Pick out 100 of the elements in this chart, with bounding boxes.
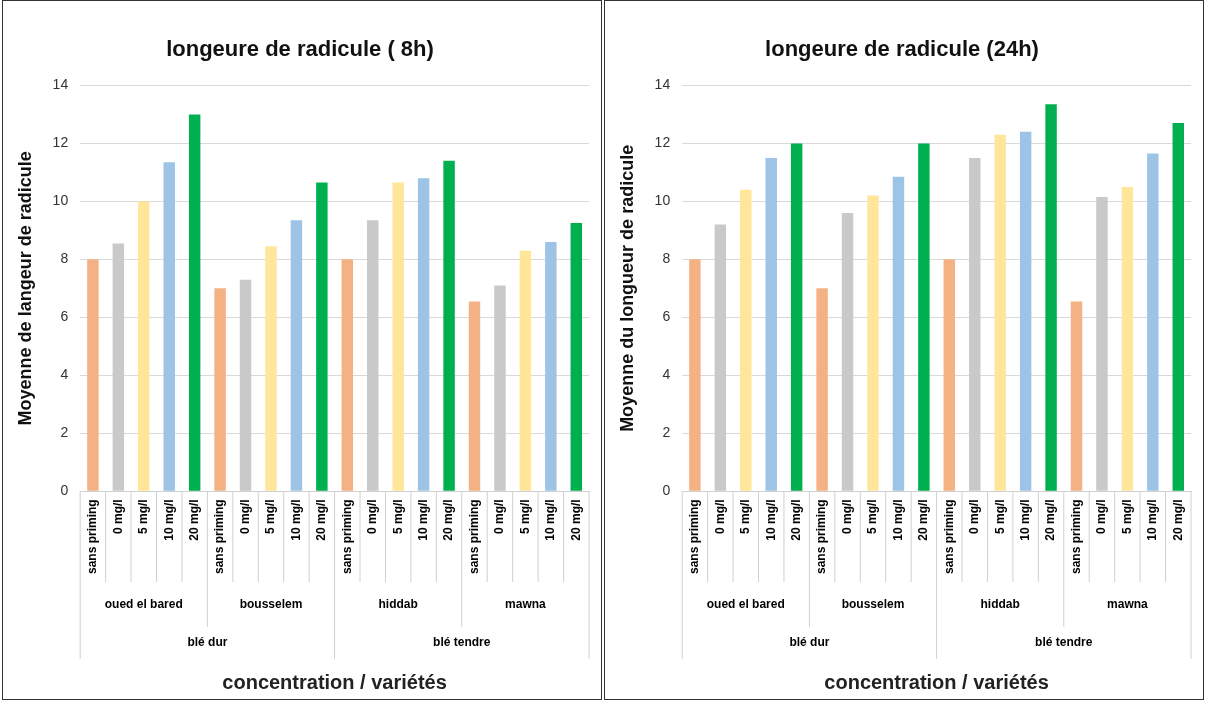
x-tick-label: sans priming <box>941 499 956 574</box>
x-tick-label: 5 mg/l <box>738 499 753 534</box>
bar <box>943 259 956 491</box>
bar <box>519 250 532 491</box>
y-axis-title: Moyenne du longueur de radicule <box>616 144 637 432</box>
bar <box>138 201 150 491</box>
x-tick-label: 5 mg/l <box>992 499 1007 534</box>
chart-title: longeure de radicule ( 8h) <box>166 36 434 62</box>
x-tick-label: 20 mg/l <box>314 499 329 541</box>
x-tick-label: 0 mg/l <box>365 499 380 534</box>
bar <box>188 114 201 491</box>
bar <box>392 182 404 491</box>
x-tick-label: 10 mg/l <box>890 499 905 541</box>
x-tick-label: 5 mg/l <box>1119 499 1134 534</box>
x-tick-label: 10 mg/l <box>288 499 303 541</box>
bar <box>1045 104 1057 491</box>
text: oued el bared <box>706 596 785 611</box>
text: blé dur <box>187 635 228 650</box>
bar <box>867 195 879 491</box>
x-tick-label: sans priming <box>1068 499 1083 574</box>
text: mawna <box>1107 596 1149 611</box>
x-tick-label: 0 mg/l <box>492 499 507 534</box>
x-tick-label: 10 mg/l <box>161 499 176 541</box>
y-tick-label: 12 <box>52 134 69 151</box>
x-tick-label: sans priming <box>212 499 227 574</box>
bar <box>417 178 430 491</box>
x-tick-label: 20 mg/l <box>1043 499 1058 541</box>
y-tick-label: 0 <box>662 482 671 499</box>
x-tick-label: 5 mg/l <box>517 499 532 534</box>
y-tick-label: 2 <box>662 424 671 441</box>
x-tick-label: 5 mg/l <box>136 499 151 534</box>
text: bousselem <box>841 596 905 611</box>
bar <box>468 301 481 491</box>
y-tick-label: 12 <box>654 134 671 151</box>
bar <box>1070 301 1083 491</box>
x-tick-label: 10 mg/l <box>1145 499 1160 541</box>
x-tick-label: 20 mg/l <box>916 499 931 541</box>
bar <box>163 162 175 491</box>
y-tick-label: 6 <box>60 308 69 325</box>
x-axis-title: concentration / variétés <box>824 670 1049 693</box>
bar <box>545 241 557 491</box>
x-tick-label: sans priming <box>466 499 481 574</box>
text: blé tendre <box>433 635 491 650</box>
x-tick-label: 10 mg/l <box>1017 499 1032 541</box>
y-tick-label: 14 <box>52 76 69 93</box>
x-tick-label: 5 mg/l <box>263 499 278 534</box>
bar <box>341 259 354 491</box>
y-tick-label: 10 <box>52 192 69 209</box>
x-tick-label: 10 mg/l <box>763 499 778 541</box>
text: blé tendre <box>1035 635 1093 650</box>
bar <box>1147 153 1159 491</box>
y-axis-title: Moyenne de langeur de radicule <box>14 151 35 426</box>
bar <box>918 143 930 491</box>
text: blé dur <box>789 635 830 650</box>
y-tick-label: 8 <box>60 250 69 267</box>
x-tick-label: 5 mg/l <box>865 499 880 534</box>
chart-title: longeure de radicule (24h) <box>765 36 1039 62</box>
x-tick-label: 0 mg/l <box>1094 499 1109 534</box>
y-tick-label: 0 <box>60 482 69 499</box>
x-tick-label: sans priming <box>814 499 829 574</box>
text: oued el bared <box>104 596 183 611</box>
bar <box>290 220 303 491</box>
x-tick-label: 10 mg/l <box>415 499 430 541</box>
y-tick-label: 14 <box>654 76 671 93</box>
text: hiddab <box>980 596 1020 611</box>
x-tick-label: 10 mg/l <box>543 499 558 541</box>
x-tick-label: 0 mg/l <box>712 499 727 534</box>
x-axis-title: concentration / variétés <box>222 670 447 693</box>
bar <box>316 182 328 491</box>
x-tick-label: 0 mg/l <box>237 499 252 534</box>
bar <box>1121 186 1134 491</box>
y-tick-label: 2 <box>60 424 69 441</box>
text: mawna <box>505 596 547 611</box>
text: hiddab <box>378 596 418 611</box>
bar <box>1172 123 1184 491</box>
x-tick-label: 20 mg/l <box>1170 499 1185 541</box>
y-tick-label: 8 <box>662 250 671 267</box>
x-tick-label: 20 mg/l <box>788 499 803 541</box>
x-tick-label: 20 mg/l <box>441 499 456 541</box>
y-tick-label: 10 <box>654 192 671 209</box>
y-tick-label: 4 <box>662 366 671 383</box>
bar <box>443 160 455 491</box>
bar <box>689 259 701 491</box>
bar <box>790 143 803 491</box>
bar <box>570 223 582 491</box>
bar <box>87 259 99 491</box>
bar <box>892 176 905 491</box>
text: bousselem <box>239 596 303 611</box>
bar <box>265 246 277 491</box>
x-tick-label: 5 mg/l <box>390 499 405 534</box>
x-tick-label: 0 mg/l <box>839 499 854 534</box>
bar <box>1019 131 1032 491</box>
x-tick-label: 0 mg/l <box>967 499 982 534</box>
x-tick-label: 0 mg/l <box>110 499 125 534</box>
x-tick-label: sans priming <box>687 499 702 574</box>
x-tick-label: 20 mg/l <box>568 499 583 541</box>
y-tick-label: 6 <box>662 308 671 325</box>
bar <box>765 157 777 491</box>
bar <box>816 288 828 491</box>
x-tick-label: sans priming <box>339 499 354 574</box>
